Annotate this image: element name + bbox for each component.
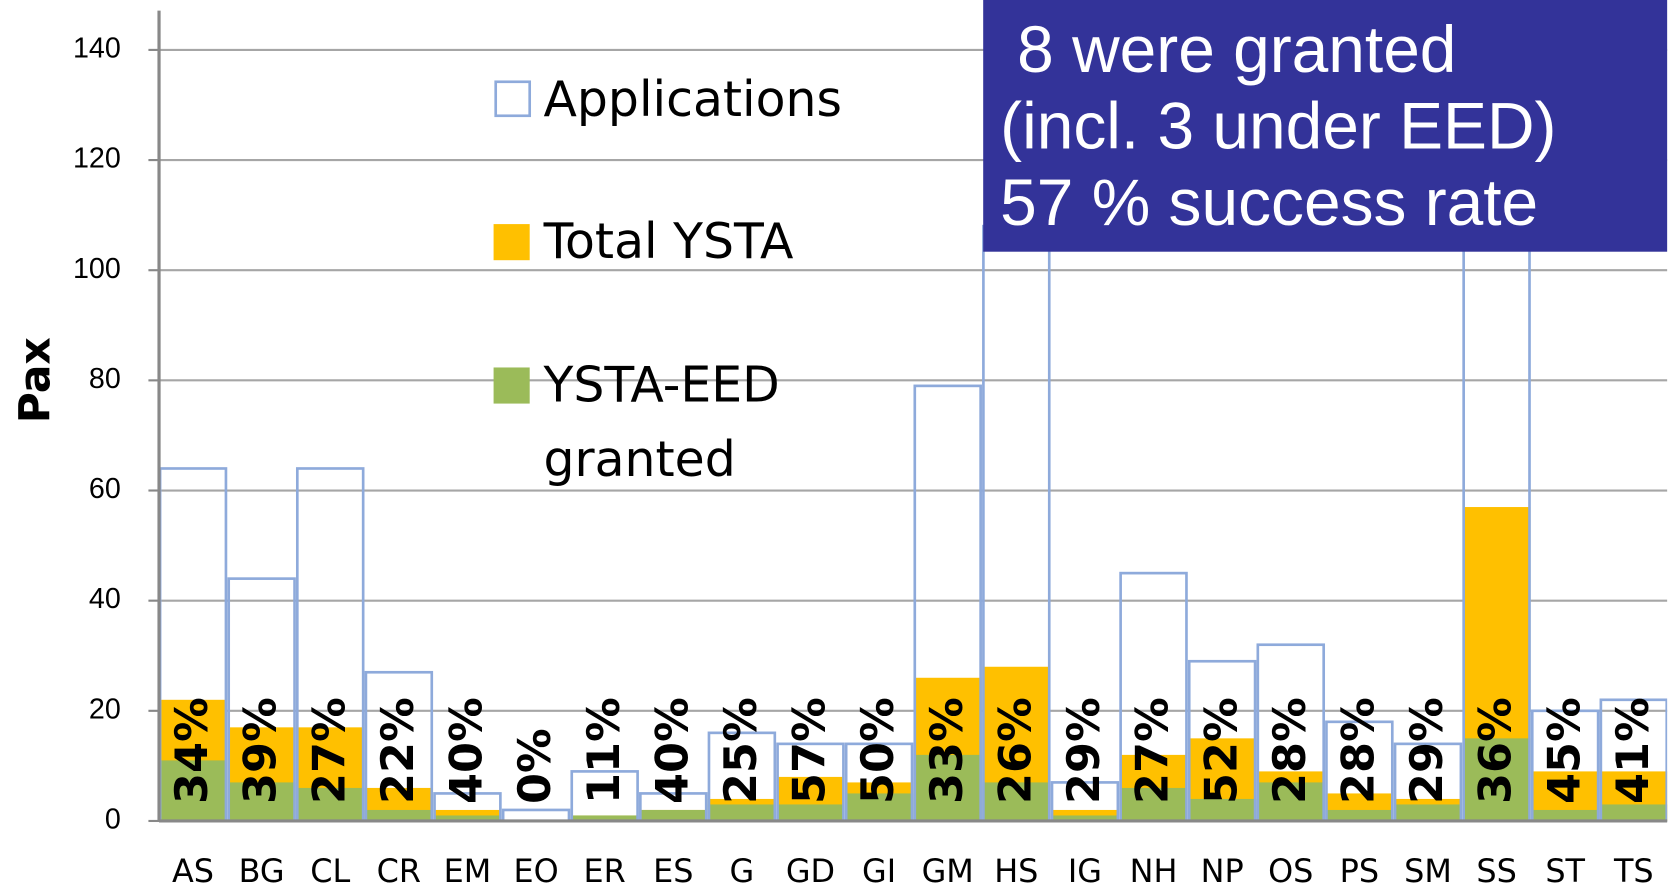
x-tick-label: OS (1268, 852, 1313, 890)
bar (913, 754, 982, 821)
x-tick-label: SM (1404, 852, 1452, 890)
bar (1188, 798, 1257, 821)
x-tick-label: GM (922, 852, 974, 890)
bars (159, 0, 1668, 823)
x-tick-label: GI (862, 852, 896, 890)
annotation-line: 8 were granted (1017, 13, 1457, 88)
bar (570, 815, 639, 821)
y-tick-label: 120 (73, 143, 121, 175)
percent-label: 33% (921, 697, 973, 804)
bar (639, 809, 708, 821)
percent-label: 41% (1607, 697, 1659, 804)
x-tick-label: EO (513, 852, 558, 890)
percent-label: 40% (646, 697, 698, 804)
x-tick-label: ES (653, 852, 693, 890)
percent-label: 34% (166, 697, 218, 804)
x-tick-label: ST (1545, 852, 1585, 890)
percent-label: 11% (578, 697, 630, 804)
y-tick-label: 140 (73, 32, 121, 64)
bar (433, 815, 502, 821)
legend-item: YSTA-EED granted (543, 355, 780, 488)
x-tick-label: NP (1201, 852, 1244, 890)
x-tick-label: GD (786, 852, 835, 890)
y-tick-label: 100 (73, 253, 121, 285)
bar (159, 760, 228, 821)
application-bar (501, 808, 571, 823)
x-tick-label: PS (1340, 852, 1379, 890)
legend-swatch (493, 367, 530, 404)
bar (227, 782, 296, 821)
legend-item: Applications (543, 70, 842, 128)
percent-label: 57% (784, 697, 836, 804)
legend-label: Applications (543, 70, 842, 128)
bar (1325, 809, 1394, 821)
bar (296, 787, 365, 821)
percent-label: 27% (1127, 697, 1179, 804)
x-tick-label: CR (377, 852, 421, 890)
annotation-box (983, 0, 1668, 252)
percent-label: 27% (303, 697, 355, 804)
y-tick-label: 0 (105, 804, 121, 836)
percent-label: 28% (1332, 697, 1384, 804)
x-tick-label: TS (1613, 852, 1654, 890)
percent-label: 29% (1058, 697, 1110, 804)
percent-label: 52% (1195, 697, 1247, 804)
percent-label: 26% (989, 697, 1041, 804)
percent-label: 45% (1538, 697, 1590, 804)
x-tick-label: HS (994, 852, 1038, 890)
bar (1050, 815, 1119, 821)
y-axis-label: Pax (11, 337, 60, 423)
x-tick-label: NH (1130, 852, 1178, 890)
legend-label: YSTA-EED granted (543, 355, 780, 488)
bar (1119, 787, 1188, 821)
bar (1393, 804, 1462, 821)
bar (1599, 804, 1668, 821)
legend-item: Total YSTA (543, 212, 794, 270)
bar (1256, 782, 1325, 821)
percent-label: 50% (852, 697, 904, 804)
y-tick-label: 20 (89, 693, 121, 725)
annotation-line: 57 % success rate (1000, 166, 1539, 241)
percent-label: 25% (715, 697, 767, 804)
bar (364, 809, 433, 821)
bar (1462, 738, 1531, 821)
percent-label: 0% (509, 728, 561, 804)
x-tick-label: BG (239, 852, 285, 890)
y-tick-label: 80 (89, 363, 121, 395)
bar (982, 782, 1051, 821)
percent-label: 39% (235, 697, 287, 804)
y-tick-label: 40 (89, 583, 121, 615)
percent-label: 28% (1264, 697, 1316, 804)
y-tick-label: 60 (89, 473, 121, 505)
percent-label: 36% (1470, 697, 1522, 804)
annotation: 8 were granted(incl. 3 under EED)57 % su… (1000, 13, 1557, 241)
bar (776, 804, 845, 821)
x-tick-label: IG (1068, 852, 1102, 890)
x-tick-label: CL (310, 852, 350, 890)
percent-label: 40% (441, 697, 493, 804)
bar (1531, 809, 1600, 821)
legend-label: Total YSTA (543, 212, 794, 270)
percent-label: 22% (372, 697, 424, 804)
x-tick-label: EM (444, 852, 492, 890)
x-tick-label: SS (1476, 852, 1516, 890)
legend-swatch (493, 224, 530, 261)
percent-label: 29% (1401, 697, 1453, 804)
x-tick-label: AS (172, 852, 214, 890)
legend-swatch (494, 80, 532, 118)
bar (707, 804, 776, 821)
annotation-line: (incl. 3 under EED) (1000, 90, 1557, 164)
x-tick-label: G (730, 852, 755, 890)
bar (845, 793, 914, 821)
x-tick-label: ER (584, 852, 626, 890)
